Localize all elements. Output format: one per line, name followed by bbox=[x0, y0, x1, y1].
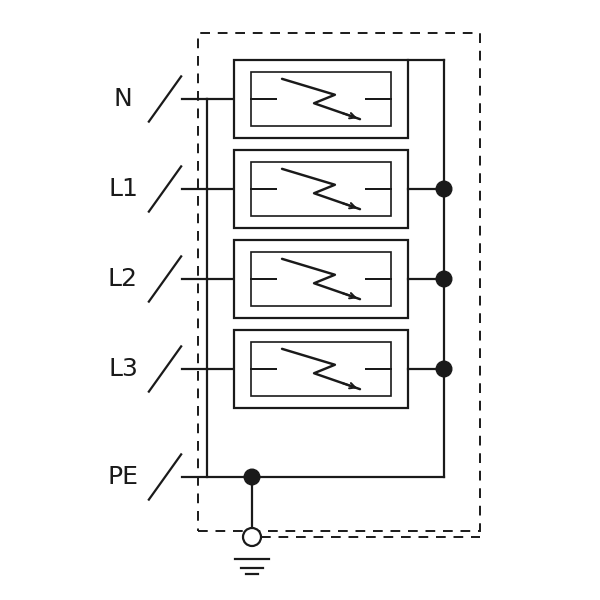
Circle shape bbox=[436, 271, 452, 287]
Text: L3: L3 bbox=[108, 357, 138, 381]
Text: L2: L2 bbox=[108, 267, 138, 291]
Circle shape bbox=[243, 528, 261, 546]
Bar bbox=[251, 73, 391, 125]
Circle shape bbox=[436, 361, 452, 377]
Bar bbox=[234, 150, 408, 228]
Text: L1: L1 bbox=[108, 177, 138, 201]
Bar bbox=[198, 33, 480, 531]
Circle shape bbox=[244, 469, 260, 485]
Bar bbox=[234, 240, 408, 318]
Bar bbox=[251, 163, 391, 215]
Text: PE: PE bbox=[107, 465, 139, 489]
Bar bbox=[234, 60, 408, 138]
Bar bbox=[234, 330, 408, 408]
Circle shape bbox=[436, 181, 452, 197]
Text: N: N bbox=[113, 87, 133, 111]
Bar bbox=[251, 343, 391, 395]
Bar bbox=[251, 253, 391, 305]
